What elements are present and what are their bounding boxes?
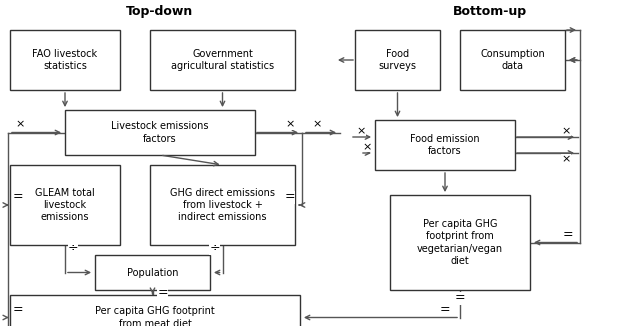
- Bar: [10, 30, 120, 90]
- Text: Population: Population: [127, 268, 178, 277]
- Text: Food
surveys: Food surveys: [378, 49, 417, 71]
- Text: ×: ×: [362, 142, 372, 152]
- Text: ×: ×: [356, 126, 365, 136]
- Text: ×: ×: [562, 126, 570, 136]
- Text: Food emission
factors: Food emission factors: [410, 134, 480, 156]
- Bar: [150, 165, 295, 245]
- Bar: [10, 165, 120, 245]
- Text: =: =: [285, 190, 296, 203]
- Text: =: =: [563, 228, 573, 241]
- Text: ×: ×: [285, 120, 295, 129]
- Bar: [150, 30, 295, 90]
- Text: Per capita GHG footprint
from meat diet: Per capita GHG footprint from meat diet: [95, 306, 215, 326]
- Text: Top-down: Top-down: [126, 6, 194, 19]
- Text: ×: ×: [312, 120, 322, 129]
- Text: ×: ×: [562, 154, 570, 164]
- Text: =: =: [13, 303, 23, 316]
- Bar: [355, 30, 440, 90]
- Text: ÷: ÷: [68, 242, 78, 255]
- Text: GLEAM total
livestock
emissions: GLEAM total livestock emissions: [35, 187, 95, 222]
- Bar: [390, 195, 530, 290]
- Bar: [95, 255, 210, 290]
- Text: FAO livestock
statistics: FAO livestock statistics: [33, 49, 97, 71]
- Bar: [10, 295, 300, 326]
- Bar: [375, 120, 515, 170]
- Text: Bottom-up: Bottom-up: [453, 6, 527, 19]
- Bar: [460, 30, 565, 90]
- Text: GHG direct emissions
from livestock +
indirect emissions: GHG direct emissions from livestock + in…: [170, 187, 275, 222]
- Text: =: =: [454, 291, 465, 304]
- Text: =: =: [13, 190, 23, 203]
- Text: Consumption
data: Consumption data: [480, 49, 545, 71]
- Text: =: =: [440, 303, 451, 316]
- Text: Per capita GHG
footprint from
vegetarian/vegan
diet: Per capita GHG footprint from vegetarian…: [417, 219, 503, 266]
- Text: ×: ×: [15, 120, 25, 129]
- Text: Government
agricultural statistics: Government agricultural statistics: [171, 49, 274, 71]
- Bar: [65, 110, 255, 155]
- Text: ÷: ÷: [209, 242, 220, 255]
- Text: Livestock emissions
factors: Livestock emissions factors: [112, 121, 209, 144]
- Text: =: =: [157, 286, 168, 299]
